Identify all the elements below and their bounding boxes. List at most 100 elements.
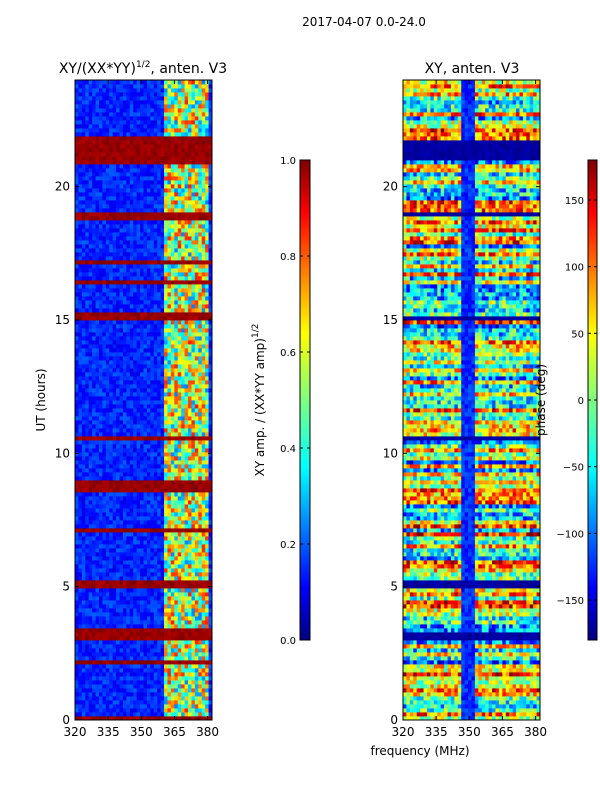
heatmap-cell [122, 380, 127, 385]
heatmap-cell [146, 276, 151, 281]
heatmap-cell [150, 612, 155, 617]
heatmap-cell [85, 340, 90, 345]
heatmap-cell [208, 516, 213, 521]
heatmap-cell [119, 440, 124, 445]
heatmap-cell [140, 320, 144, 325]
heatmap-cell [85, 596, 90, 601]
heatmap-cell [143, 444, 148, 449]
heatmap-cell [78, 412, 83, 417]
heatmap-cell [112, 240, 117, 245]
heatmap-cell [78, 580, 83, 585]
heatmap-cell [85, 684, 90, 689]
heatmap-cell [167, 472, 172, 477]
heatmap-cell [191, 452, 196, 457]
heatmap-cell [136, 472, 141, 477]
heatmap-cell [191, 396, 196, 401]
heatmap-cell [181, 544, 185, 549]
heatmap-cell [122, 592, 127, 597]
heatmap-cell [140, 220, 144, 225]
heatmap-cell [119, 588, 124, 593]
heatmap-cell [181, 420, 185, 425]
heatmap-cell [201, 552, 206, 557]
heatmap-cell [75, 440, 79, 445]
heatmap-cell [109, 648, 114, 653]
heatmap-cell [102, 712, 107, 717]
heatmap-cell [153, 460, 158, 465]
heatmap-cell [198, 560, 203, 565]
heatmap-cell [191, 676, 196, 681]
heatmap-cell [136, 716, 141, 721]
heatmap-cell [140, 680, 144, 685]
heatmap-cell [88, 484, 93, 489]
heatmap-cell [98, 628, 103, 633]
heatmap-cell [188, 432, 192, 437]
heatmap-cell [164, 480, 168, 485]
heatmap-cell [92, 640, 96, 645]
heatmap-cell [102, 328, 107, 333]
heatmap-cell [205, 336, 209, 341]
heatmap-cell [92, 540, 96, 545]
heatmap-cell [164, 348, 168, 353]
heatmap-cell [95, 256, 100, 261]
heatmap-cell [208, 636, 213, 641]
heatmap-cell [164, 308, 168, 313]
heatmap-cell [112, 616, 117, 621]
heatmap-cell [201, 376, 206, 381]
heatmap-cell [116, 684, 120, 689]
heatmap-cell [167, 496, 172, 501]
heatmap-cell [112, 448, 117, 453]
heatmap-cell [95, 336, 100, 341]
heatmap-cell [78, 224, 83, 229]
heatmap-cell [201, 280, 206, 285]
heatmap-cell [98, 232, 103, 237]
heatmap-cell [140, 556, 144, 561]
heatmap-cell [88, 276, 93, 281]
heatmap-cell [122, 552, 127, 557]
heatmap-cell [194, 532, 199, 537]
heatmap-cell [208, 348, 213, 353]
heatmap-cell [140, 520, 144, 525]
heatmap-cell [102, 404, 107, 409]
heatmap-cell [146, 536, 151, 541]
heatmap-cell [102, 332, 107, 337]
heatmap-cell [88, 672, 93, 677]
heatmap-cell [85, 680, 90, 685]
heatmap-cell [143, 296, 148, 301]
heatmap-cell [78, 364, 83, 369]
heatmap-cell [194, 644, 199, 649]
heatmap-cell [75, 248, 79, 253]
heatmap-cell [201, 620, 206, 625]
heatmap-cell [170, 460, 175, 465]
heatmap-cell [205, 532, 209, 537]
heatmap-cell [174, 240, 179, 245]
heatmap-cell [157, 476, 162, 481]
heatmap-cell [201, 512, 206, 517]
heatmap-cell [143, 496, 148, 501]
heatmap-cell [102, 540, 107, 545]
heatmap-cell [143, 528, 148, 533]
heatmap-cell [88, 712, 93, 717]
heatmap-cell [81, 476, 86, 481]
heatmap-cell [208, 624, 213, 629]
heatmap-cell [167, 672, 172, 677]
heatmap-cell [194, 488, 199, 493]
heatmap-cell [105, 444, 110, 449]
heatmap-cell [157, 716, 162, 721]
heatmap-cell [181, 428, 185, 433]
heatmap-cell [160, 540, 165, 545]
heatmap-cell [194, 648, 199, 653]
heatmap-cell [116, 488, 120, 493]
heatmap-cell [85, 536, 90, 541]
heatmap-cell [75, 608, 79, 613]
heatmap-cell [143, 560, 148, 565]
heatmap-cell [98, 252, 103, 257]
heatmap-cell [129, 368, 134, 373]
heatmap-cell [136, 316, 141, 321]
heatmap-cell [102, 504, 107, 509]
heatmap-cell [184, 332, 189, 337]
heatmap-cell [92, 588, 96, 593]
heatmap-cell [191, 640, 196, 645]
heatmap-cell [126, 276, 131, 281]
heatmap-cell [85, 548, 90, 553]
heatmap-cell [205, 652, 209, 657]
